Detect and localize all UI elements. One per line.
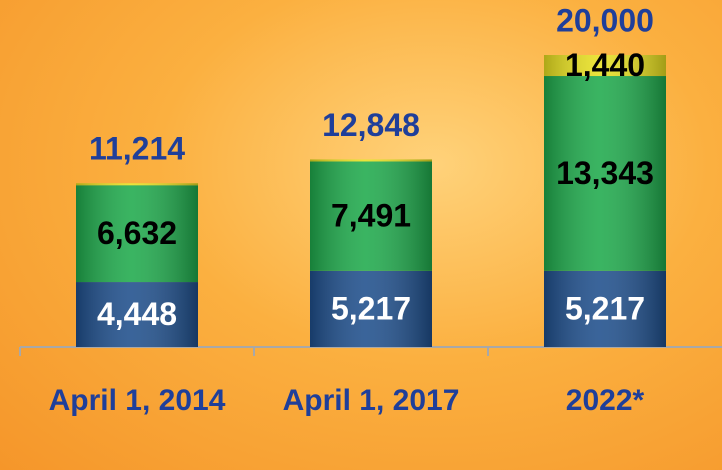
chart: 4,448 6,632 11,214 5,217 7,491 12,848 5,217 13,…: [0, 0, 722, 470]
value-label: 13,343: [556, 155, 654, 191]
category-label: 2022*: [500, 382, 710, 420]
total-label: 12,848: [322, 107, 420, 143]
bar-shade: [76, 183, 198, 185]
value-label: 4,448: [97, 296, 177, 332]
value-label: 6,632: [97, 215, 177, 251]
total-label: 11,214: [89, 131, 185, 167]
bar-shade: [310, 159, 432, 161]
total-label: 20,000: [556, 2, 654, 38]
category-label: April 1, 2017: [266, 382, 476, 420]
value-label: 5,217: [331, 290, 411, 326]
category-label: April 1, 2014: [32, 382, 242, 420]
value-label: 5,217: [565, 290, 645, 326]
value-label: 7,491: [331, 198, 411, 234]
value-label: 1,440: [565, 47, 645, 83]
